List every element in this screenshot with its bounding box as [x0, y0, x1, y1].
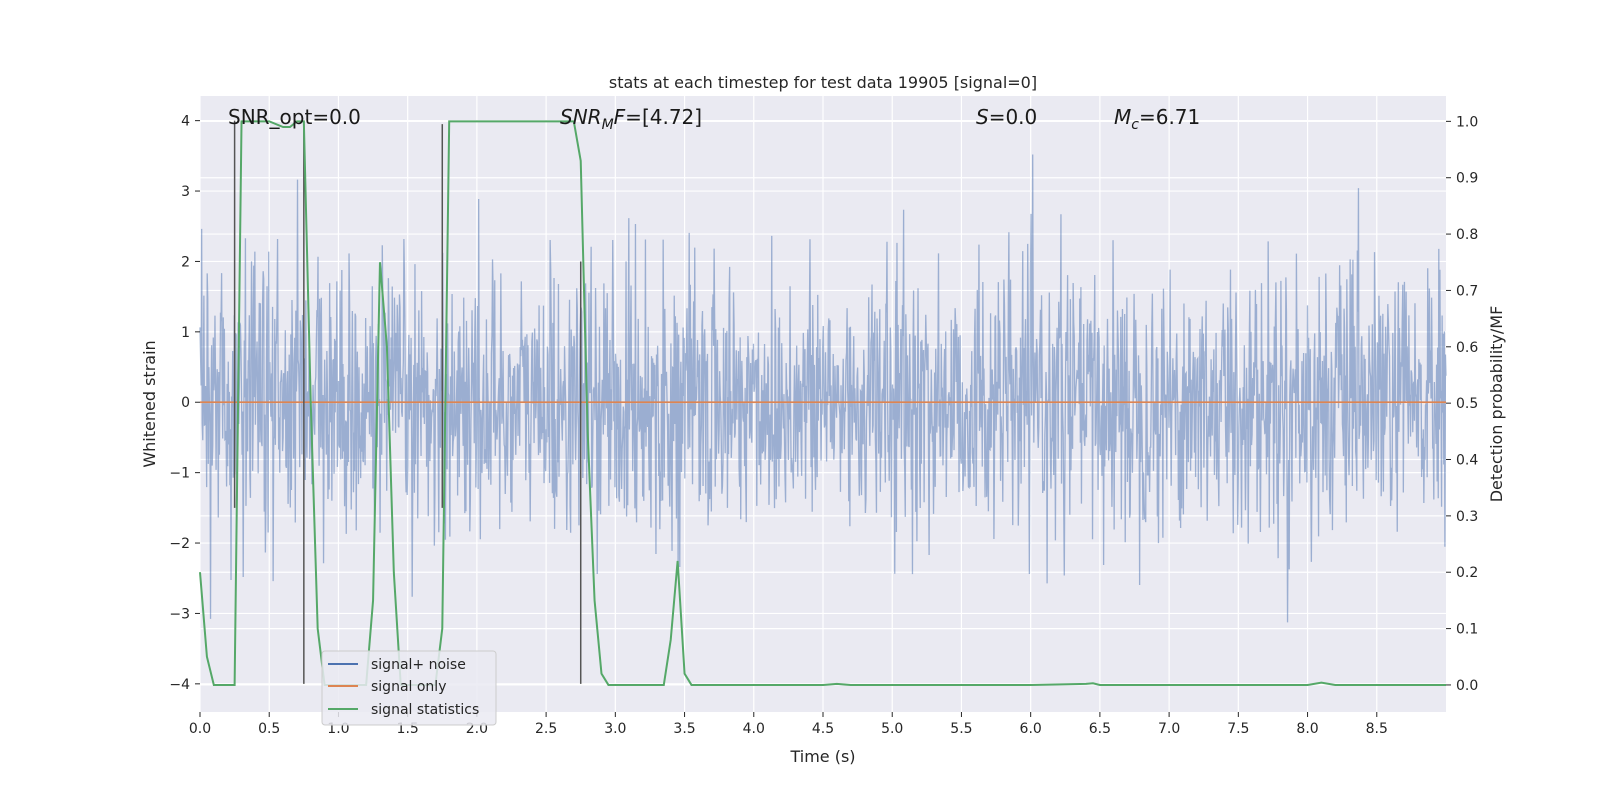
y-axis-label-right: Detection probability/MF	[1487, 306, 1506, 503]
x-tick-label: 8.0	[1296, 721, 1318, 737]
x-axis-label: Time (s)	[789, 747, 855, 766]
signal-statistics-line	[199, 120, 1446, 686]
annotation-mc-value: Mc=6.71	[1114, 105, 1200, 133]
y-right-tick-label: 0.6	[1456, 340, 1478, 356]
x-tick-label: 7.0	[1158, 721, 1180, 737]
legend: signal+ noise signal only signal statist…	[321, 650, 497, 726]
y-left-tick-label: 2	[181, 254, 190, 270]
grid	[199, 96, 1446, 712]
x-tick-label: 3.0	[604, 721, 626, 737]
y-right-tick-label: 0.5	[1456, 396, 1478, 412]
x-tick-label: 6.5	[1089, 721, 1111, 737]
svg-text:Mc=6.71: Mc=6.71	[1114, 105, 1200, 133]
annotation-snr-opt: SNR_opt=0.0	[228, 105, 361, 129]
vertical-markers	[233, 120, 582, 684]
y-left-tick-label: 0	[181, 395, 190, 411]
x-tick-label: 6.0	[1020, 721, 1042, 737]
signal-noise-line	[199, 154, 1447, 623]
y-right-tick-label: 0.8	[1456, 227, 1478, 243]
x-tick-label: 7.5	[1227, 721, 1249, 737]
x-tick-label: 2.5	[535, 721, 557, 737]
x-tick-label: 8.5	[1366, 721, 1388, 737]
y-right-tick-label: 0.9	[1456, 171, 1478, 187]
x-tick-label: 5.0	[881, 721, 903, 737]
y-left-tick-label: 4	[181, 114, 190, 130]
y-right-tick-label: 0.1	[1456, 622, 1478, 638]
x-tick-label: 0.0	[189, 721, 211, 737]
annotation-s-value: S=0.0	[976, 105, 1037, 129]
y-right-tick-label: 1.0	[1456, 114, 1478, 130]
series-signal-noise	[199, 154, 1447, 623]
svg-text:SNRMF=[4.72]: SNRMF=[4.72]	[560, 105, 702, 133]
x-tick-label: 5.5	[950, 721, 972, 737]
y-axis-label-left: Whitened strain	[140, 340, 159, 467]
y-left-tick-label: −3	[169, 606, 190, 622]
y-right-tick-label: 0.2	[1456, 565, 1478, 581]
y-right-tick-label: 0.4	[1456, 453, 1478, 469]
annotation-snr-mf: SNRMF=[4.72]	[560, 105, 702, 133]
y-left-tick-label: −1	[169, 466, 190, 482]
x-tick-label: 0.5	[258, 721, 280, 737]
y-left-tick-label: 3	[181, 184, 190, 200]
svg-text:S=0.0: S=0.0	[976, 105, 1037, 129]
x-tick-label: 4.5	[812, 721, 834, 737]
y-left-tick-label: 1	[181, 325, 190, 341]
legend-label-signal-statistics: signal statistics	[371, 702, 479, 718]
series-signal-statistics	[199, 120, 1446, 686]
x-tick-label: 3.5	[673, 721, 695, 737]
y-right-tick-label: 0.7	[1456, 283, 1478, 299]
y-left-tick-label: −4	[169, 677, 190, 693]
legend-box	[321, 650, 497, 726]
y-right-tick-label: 0.3	[1456, 509, 1478, 525]
x-tick-label: 4.0	[743, 721, 765, 737]
legend-label-signal-noise: signal+ noise	[371, 657, 466, 673]
legend-label-signal-only: signal only	[371, 679, 446, 695]
y-right-tick-label: 0.0	[1456, 678, 1478, 694]
chart-title: stats at each timestep for test data 199…	[609, 73, 1037, 92]
y-left-tick-label: −2	[169, 536, 190, 552]
